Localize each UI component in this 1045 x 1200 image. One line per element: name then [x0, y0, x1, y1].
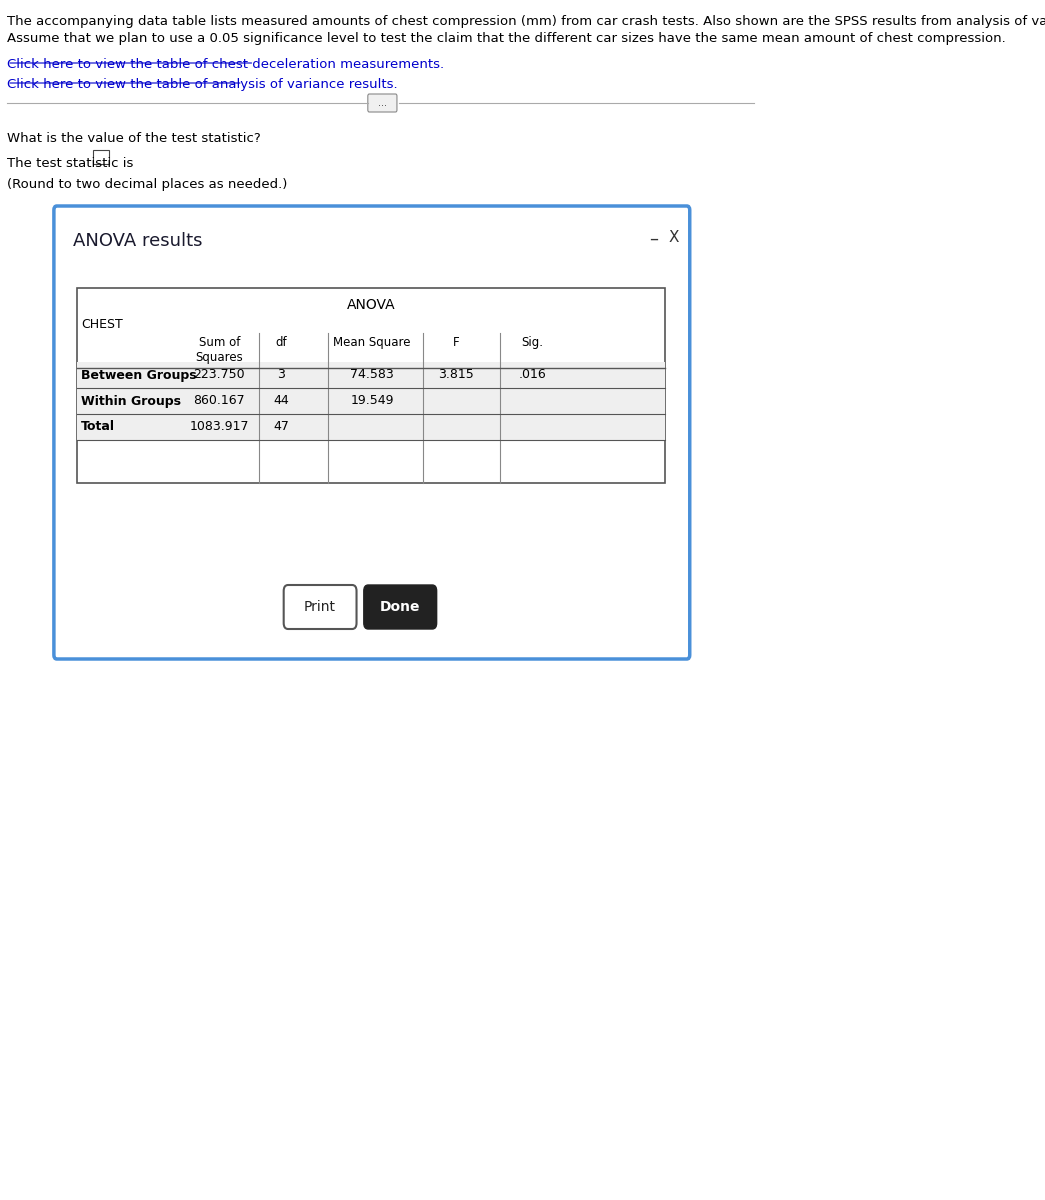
Text: ANOVA results: ANOVA results [73, 232, 203, 250]
Bar [77, 388, 665, 414]
Bar [77, 362, 665, 388]
Text: CHEST: CHEST [82, 318, 123, 331]
Text: X: X [669, 230, 679, 245]
Text: The test statistic is: The test statistic is [7, 157, 134, 170]
Text: Mean Square: Mean Square [333, 336, 411, 349]
Text: Total: Total [80, 420, 115, 433]
Text: 223.750: 223.750 [193, 368, 245, 382]
Text: ...: ... [378, 98, 387, 108]
Text: F: F [452, 336, 459, 349]
Text: Click here to view the table of analysis of variance results.: Click here to view the table of analysis… [7, 78, 398, 91]
Text: 3.815: 3.815 [438, 368, 473, 382]
Text: 47: 47 [273, 420, 289, 433]
Text: Between Groups: Between Groups [80, 368, 196, 382]
Text: 860.167: 860.167 [193, 395, 245, 408]
Text: Sum of
Squares: Sum of Squares [195, 336, 243, 364]
Text: Click here to view the table of chest deceleration measurements.: Click here to view the table of chest de… [7, 58, 444, 71]
FancyBboxPatch shape [283, 584, 356, 629]
Text: 19.549: 19.549 [350, 395, 394, 408]
Text: Done: Done [380, 600, 420, 614]
FancyBboxPatch shape [368, 94, 397, 112]
Text: –: – [649, 230, 658, 248]
FancyBboxPatch shape [54, 206, 690, 659]
Text: (Round to two decimal places as needed.): (Round to two decimal places as needed.) [7, 178, 287, 191]
Text: Sig.: Sig. [521, 336, 543, 349]
Text: Print: Print [304, 600, 336, 614]
Text: What is the value of the test statistic?: What is the value of the test statistic? [7, 132, 261, 145]
Text: .016: .016 [518, 368, 547, 382]
Text: The accompanying data table lists measured amounts of chest compression (mm) fro: The accompanying data table lists measur… [7, 14, 1045, 28]
Bar [77, 414, 665, 440]
Bar [77, 288, 665, 482]
Text: .: . [112, 157, 116, 170]
Text: df: df [275, 336, 287, 349]
Text: 44: 44 [274, 395, 289, 408]
Text: 74.583: 74.583 [350, 368, 394, 382]
Text: 1083.917: 1083.917 [189, 420, 249, 433]
Text: 3: 3 [277, 368, 285, 382]
Text: ANOVA: ANOVA [347, 298, 395, 312]
Text: Assume that we plan to use a 0.05 significance level to test the claim that the : Assume that we plan to use a 0.05 signif… [7, 32, 1006, 44]
FancyBboxPatch shape [364, 584, 437, 629]
Text: Within Groups: Within Groups [80, 395, 181, 408]
Bar [93, 150, 110, 164]
